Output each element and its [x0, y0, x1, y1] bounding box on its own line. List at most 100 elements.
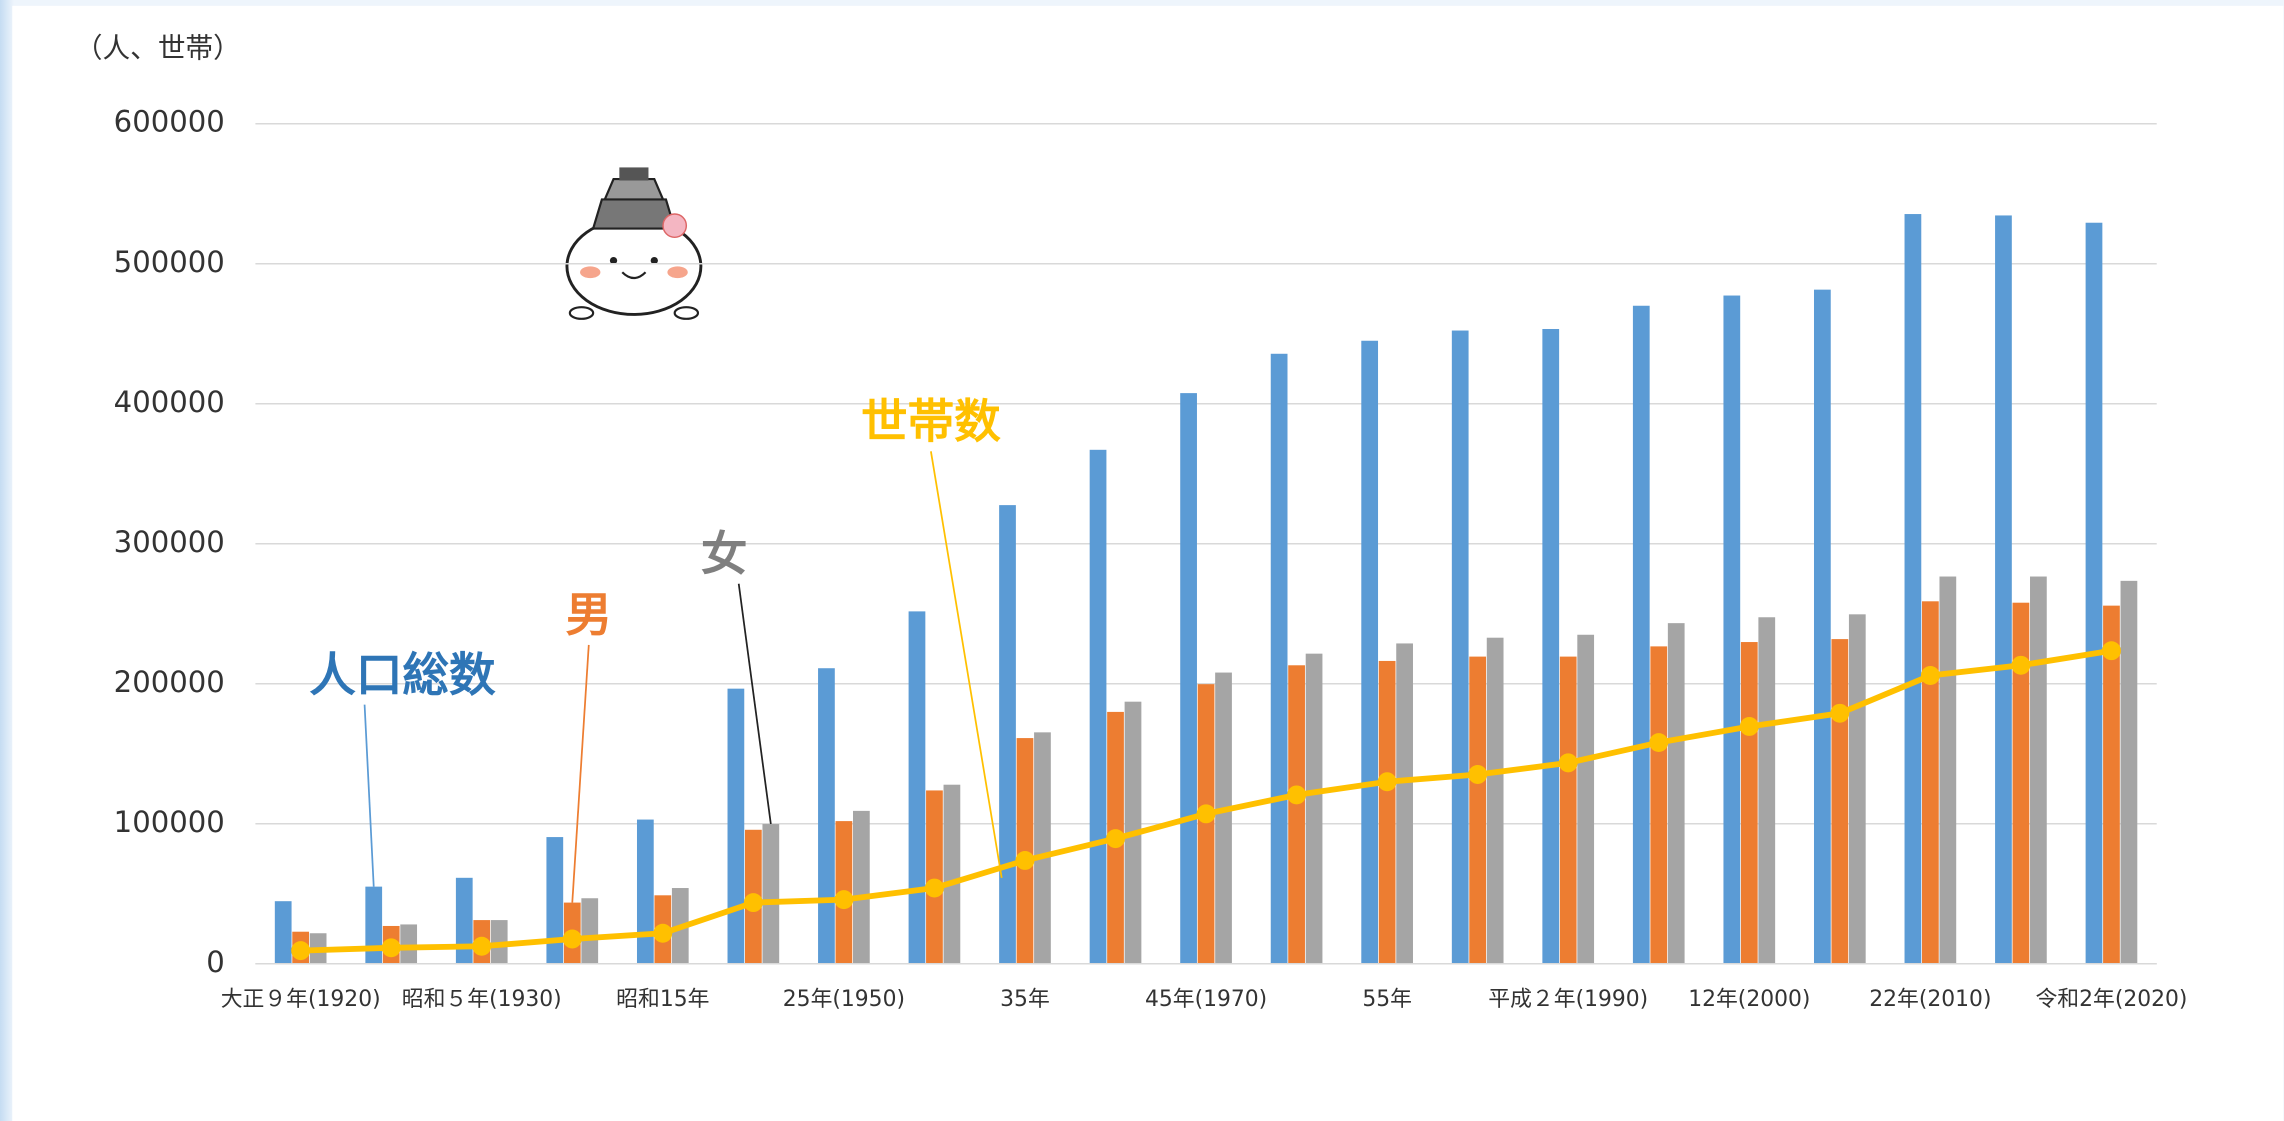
line-point: [1106, 829, 1125, 849]
bar: [1650, 646, 1668, 964]
y-tick-label: 300000: [114, 525, 225, 559]
bar: [1270, 353, 1288, 964]
bar: [1559, 656, 1577, 964]
bar: [1667, 623, 1685, 964]
bar: [1632, 305, 1650, 964]
bar: [1396, 643, 1413, 964]
bar: [1995, 215, 2012, 964]
bar: [1305, 653, 1323, 964]
line-point: [653, 923, 673, 943]
bar: [852, 810, 870, 964]
bar: [1378, 660, 1396, 964]
bar: [1939, 576, 1957, 964]
bar: [1740, 642, 1758, 964]
line-point: [924, 878, 944, 898]
legend-label: 人口総数: [309, 648, 496, 702]
x-tick-label: 35年: [1000, 987, 1050, 1012]
bar: [818, 668, 835, 964]
x-tick-label: 25年(1950): [783, 987, 905, 1012]
bar: [2012, 602, 2030, 964]
bar: [926, 790, 943, 964]
bar: [1016, 738, 1034, 964]
bar: [546, 837, 564, 964]
bar: [2030, 576, 2047, 964]
bar: [1197, 684, 1215, 964]
x-tick-label: 昭和15年: [616, 987, 709, 1012]
bar: [1831, 639, 1849, 964]
bar: [1288, 665, 1305, 964]
bar: [1813, 289, 1831, 964]
line-point: [1468, 765, 1488, 784]
callout-line: [737, 583, 772, 825]
line-point: [743, 893, 763, 913]
x-tick-label: 55年: [1362, 987, 1412, 1012]
legend-label: 男: [565, 588, 612, 642]
y-tick-label: 500000: [114, 245, 225, 279]
bar: [943, 784, 961, 964]
bar: [908, 611, 926, 964]
mascot: [565, 167, 703, 320]
bar: [1758, 617, 1776, 964]
bar: [1361, 340, 1379, 964]
x-tick-label: 22年(2010): [1869, 987, 1991, 1012]
bar: [1922, 601, 1939, 964]
x-tick-label: 昭和５年(1930): [402, 987, 562, 1012]
line-point: [562, 929, 582, 949]
y-tick-label: 0: [206, 945, 225, 979]
bar: [581, 898, 599, 964]
line-point: [1377, 772, 1397, 792]
bar: [1469, 656, 1487, 964]
bar: [365, 886, 383, 964]
bar: [1723, 295, 1741, 964]
bar: [1451, 330, 1469, 964]
bar: [2085, 222, 2103, 964]
line-point: [2101, 641, 2121, 661]
line-point: [291, 941, 311, 961]
bar: [455, 877, 473, 964]
y-tick-label: 100000: [114, 805, 225, 839]
bar: [1486, 637, 1504, 964]
bar: [2120, 580, 2138, 964]
x-tick-label: 大正９年(1920): [221, 987, 381, 1012]
y-tick-label: 200000: [114, 665, 225, 699]
line-point: [1015, 850, 1035, 870]
bar: [1542, 328, 1560, 964]
bar: [490, 920, 508, 964]
callout-line: [571, 644, 590, 903]
x-tick-label: 45年(1970): [1145, 987, 1267, 1012]
bar: [762, 824, 780, 964]
line-point: [1196, 804, 1216, 824]
bar: [1089, 449, 1107, 964]
bar: [636, 819, 654, 964]
x-tick-label: 12年(2000): [1688, 987, 1810, 1012]
line-point: [381, 938, 401, 958]
bar: [400, 924, 418, 964]
line-point: [1287, 785, 1307, 805]
bar: [1848, 614, 1866, 964]
callout-line: [930, 451, 1003, 879]
line-point: [1830, 703, 1850, 723]
line-point: [834, 890, 854, 910]
legend-label: 女: [701, 527, 748, 581]
line-point: [1558, 753, 1578, 773]
bar: [999, 505, 1016, 964]
line-point: [472, 936, 492, 956]
bar: [1215, 672, 1232, 964]
bar: [727, 688, 745, 964]
bar: [1904, 214, 1922, 964]
y-axis-label: （人、世帯）: [75, 31, 241, 64]
line-point: [2011, 655, 2031, 675]
line-point: [1649, 733, 1669, 753]
bar: [2103, 605, 2120, 964]
bar: [1180, 393, 1197, 964]
bar: [1577, 634, 1595, 964]
callout-line: [363, 704, 375, 887]
x-tick-label: 令和2年(2020): [2035, 987, 2187, 1012]
legend-label: 世帯数: [861, 395, 1001, 449]
line-point: [1739, 716, 1759, 736]
bar: [1034, 732, 1051, 964]
bar: [274, 901, 292, 964]
y-tick-label: 400000: [114, 385, 225, 419]
